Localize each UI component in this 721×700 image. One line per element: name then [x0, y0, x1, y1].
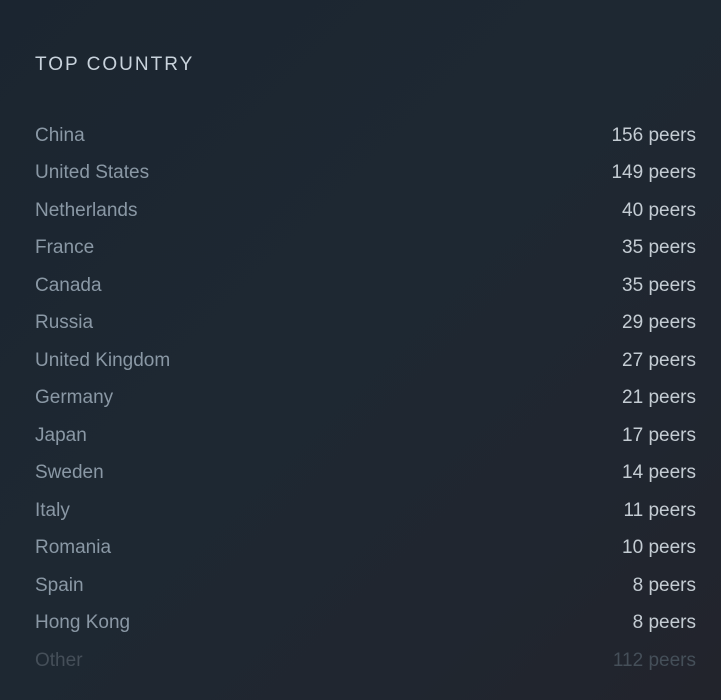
country-row-china: China 156 peers [35, 117, 696, 155]
country-row-hong-kong: Hong Kong 8 peers [35, 605, 696, 643]
peer-count: 156 peers [611, 124, 696, 146]
country-row-romania: Romania 10 peers [35, 530, 696, 568]
country-row-france: France 35 peers [35, 230, 696, 268]
country-name: Sweden [35, 462, 104, 484]
peer-count: 35 peers [622, 237, 696, 259]
peer-count: 8 peers [632, 612, 696, 634]
country-name: Romania [35, 537, 112, 559]
country-name: Canada [35, 274, 102, 296]
country-name: United Kingdom [35, 349, 171, 371]
country-row-united-kingdom: United Kingdom 27 peers [35, 342, 696, 380]
peer-count: 149 peers [611, 162, 696, 184]
country-row-sweden: Sweden 14 peers [35, 455, 696, 493]
country-row-canada: Canada 35 peers [35, 267, 696, 305]
country-name: Netherlands [35, 199, 138, 221]
country-row-spain: Spain 8 peers [35, 567, 696, 605]
country-row-netherlands: Netherlands 40 peers [35, 192, 696, 230]
country-name: Japan [35, 424, 87, 446]
country-list: China 156 peers United States 149 peers … [35, 117, 696, 680]
country-row-other: Other 112 peers [35, 642, 696, 680]
country-name: Russia [35, 312, 94, 334]
country-name: Hong Kong [35, 612, 131, 634]
country-name: Other [35, 649, 83, 671]
peer-count: 21 peers [622, 387, 696, 409]
country-row-united-states: United States 149 peers [35, 155, 696, 193]
country-name: Spain [35, 574, 84, 596]
country-row-russia: Russia 29 peers [35, 305, 696, 343]
peer-count: 10 peers [622, 537, 696, 559]
country-name: Germany [35, 387, 114, 409]
peer-count: 29 peers [622, 312, 696, 334]
country-row-italy: Italy 11 peers [35, 492, 696, 530]
peer-count: 40 peers [622, 199, 696, 221]
peer-count: 35 peers [622, 274, 696, 296]
country-name: Italy [35, 499, 70, 521]
country-name: China [35, 124, 85, 146]
peer-count: 14 peers [622, 462, 696, 484]
country-name: United States [35, 162, 150, 184]
country-row-germany: Germany 21 peers [35, 380, 696, 418]
peer-count: 17 peers [622, 424, 696, 446]
peer-count: 11 peers [623, 499, 696, 521]
peer-count: 8 peers [632, 574, 696, 596]
country-name: France [35, 237, 95, 259]
peer-count: 112 peers [612, 649, 696, 671]
panel-title: TOP COUNTRY [35, 54, 195, 75]
country-row-japan: Japan 17 peers [35, 417, 696, 455]
peer-count: 27 peers [622, 349, 696, 371]
